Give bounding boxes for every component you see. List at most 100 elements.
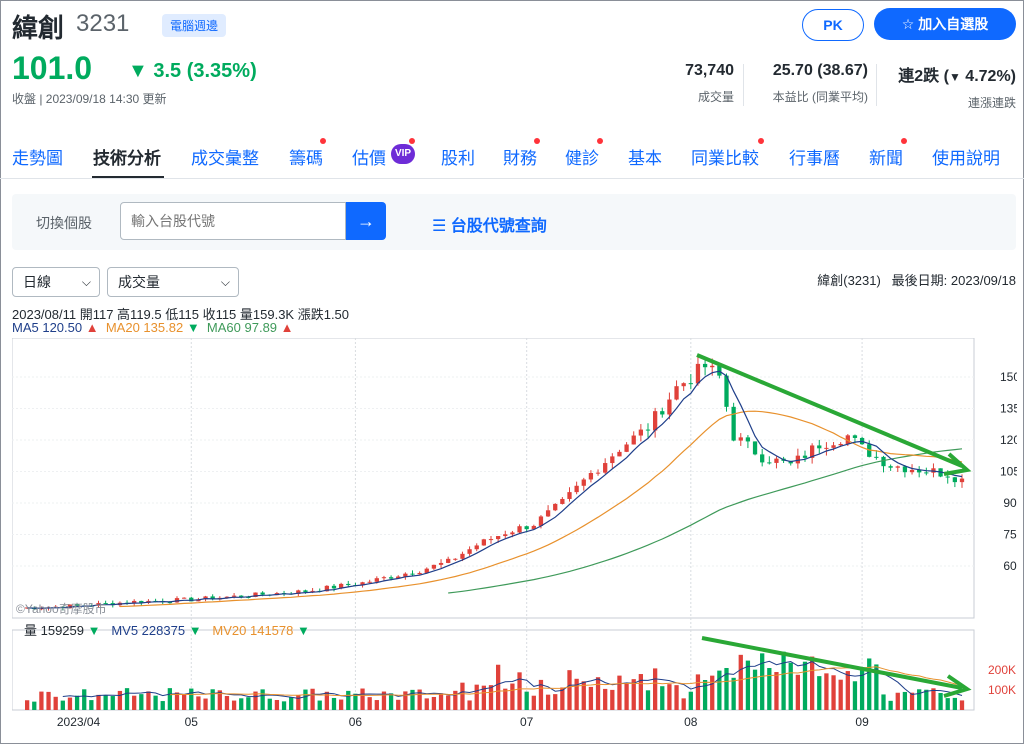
candle-body	[239, 595, 244, 597]
tab-peers[interactable]: 同業比較	[691, 149, 759, 168]
tab-valuation[interactable]: 估價	[352, 149, 386, 168]
volume-bar	[317, 700, 322, 710]
tab-news[interactable]: 新聞	[869, 149, 903, 168]
volume-bar	[267, 698, 272, 710]
candle-body	[103, 603, 108, 605]
industry-tag[interactable]: 電腦週邊	[162, 14, 227, 37]
candle-body	[695, 363, 701, 384]
volume-bar	[488, 685, 494, 710]
volume-bar	[731, 677, 736, 710]
price-chart[interactable]: 60 75 90 105 120 135 150 100K 200K 05 06 07 08 09 202…	[12, 338, 1017, 738]
volume-bar	[610, 689, 615, 710]
notification-dot	[901, 138, 907, 144]
volume-bar	[788, 662, 793, 710]
candle-body	[595, 472, 601, 474]
volume-bar	[674, 685, 679, 710]
code-lookup-link[interactable]: ☰ 台股代號查詢	[432, 212, 547, 236]
volume-bar	[938, 692, 943, 710]
volume-bar	[46, 691, 51, 710]
stat-divider	[743, 64, 744, 106]
search-submit-button[interactable]: →	[346, 202, 386, 240]
chevron-down-icon: ⌵	[81, 275, 91, 289]
vip-badge: VIP	[391, 144, 415, 164]
candle-body	[132, 600, 137, 604]
tab-calendar[interactable]: 行事曆	[789, 149, 840, 168]
candle-body	[752, 441, 758, 455]
indicator-select[interactable]: 成交量 ⌵	[107, 267, 239, 297]
candle-body	[945, 476, 950, 478]
candle-body	[488, 539, 494, 541]
x-axis-labels: 05 06 07 08 09 2023/04	[57, 715, 869, 729]
candle-body	[346, 583, 351, 586]
volume-bar	[831, 675, 836, 710]
tab-divider	[0, 178, 1024, 179]
candle-body	[724, 375, 729, 407]
x-tick-label: 05	[185, 715, 199, 729]
pk-button[interactable]: PK	[802, 9, 864, 41]
volume-bar	[660, 686, 665, 710]
candle-body	[881, 456, 886, 467]
tab-basic[interactable]: 基本	[628, 149, 662, 168]
candle-body	[538, 516, 544, 526]
candle-body	[909, 469, 915, 473]
volume-bar	[196, 696, 201, 710]
candle-body	[588, 473, 594, 480]
down-triangle-icon: ▼	[87, 623, 101, 638]
tab-technical[interactable]: 技術分析	[93, 149, 161, 168]
candle-body	[845, 435, 850, 444]
period-select[interactable]: 日線 ⌵	[12, 267, 100, 297]
volume-bar	[802, 661, 808, 710]
tab-trades[interactable]: 成交彙整	[191, 149, 259, 168]
candle-body	[567, 492, 572, 499]
volume-bar	[567, 670, 572, 710]
volume-bar	[574, 678, 579, 710]
volume-bar	[874, 664, 879, 710]
volume-bar	[246, 697, 251, 710]
volume-bar	[595, 677, 601, 710]
chart-info: 緯創(3231) 最後日期: 2023/09/18	[817, 270, 1016, 289]
tab-financials[interactable]: 財務	[503, 149, 537, 168]
volume-bar	[24, 700, 30, 710]
volume-bar	[353, 693, 358, 710]
tab-trend[interactable]: 走勢圖	[12, 149, 63, 168]
notification-dot	[320, 138, 326, 144]
volume-bar	[517, 672, 522, 710]
candle-body	[831, 445, 836, 448]
candle-body	[710, 365, 715, 368]
candle-body	[74, 604, 80, 606]
y-tick-label: 105	[1000, 465, 1017, 479]
stock-search-input[interactable]	[120, 202, 346, 240]
volume-bar	[438, 693, 444, 710]
x-tick-label: 2023/04	[57, 715, 101, 729]
candle-body	[210, 596, 215, 600]
tab-dividend[interactable]: 股利	[441, 149, 475, 168]
volume-bar	[331, 697, 337, 710]
add-watchlist-button[interactable]: ☆ 加入自選股	[874, 8, 1016, 40]
volume-bar	[274, 700, 280, 710]
volume-legend: 量 159259 ▼ MV5 228375 ▼ MV20 141578 ▼	[24, 620, 310, 639]
candle-body	[959, 478, 965, 483]
candle-body	[674, 386, 679, 400]
notification-dot	[409, 138, 415, 144]
volume-bar	[867, 658, 872, 710]
period-select-value: 日線	[23, 274, 51, 290]
down-triangle-icon: ▼	[188, 623, 202, 638]
candle-body	[581, 479, 586, 486]
candle-body	[481, 539, 487, 546]
tab-help[interactable]: 使用說明	[932, 149, 1000, 168]
volume-bar	[103, 695, 108, 710]
star-outline-icon: ☆	[901, 16, 915, 32]
tab-chips[interactable]: 籌碼	[289, 149, 323, 168]
candle-body	[253, 592, 258, 597]
candle-body	[303, 590, 308, 592]
candle-body	[531, 525, 536, 530]
candle-body	[888, 466, 893, 468]
volume-bar	[909, 692, 915, 710]
candle-body	[438, 562, 444, 565]
volume-bar	[96, 694, 101, 710]
annotations	[696, 353, 972, 698]
candle-body	[310, 590, 315, 592]
chart-symbol: 緯創(3231)	[817, 273, 881, 288]
tab-health[interactable]: 健診	[565, 149, 599, 168]
candle-body	[760, 454, 765, 463]
